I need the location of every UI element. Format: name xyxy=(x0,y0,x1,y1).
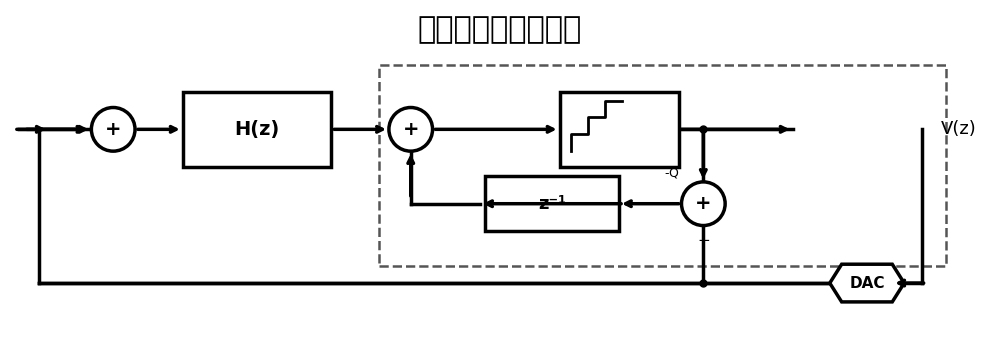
Text: +: + xyxy=(402,120,419,139)
Text: +: + xyxy=(105,120,121,139)
Text: -Q: -Q xyxy=(665,167,680,180)
FancyBboxPatch shape xyxy=(560,92,679,167)
Text: H(z): H(z) xyxy=(234,120,280,139)
Circle shape xyxy=(682,182,725,225)
Text: z⁻¹: z⁻¹ xyxy=(538,195,566,213)
Circle shape xyxy=(389,107,433,151)
Polygon shape xyxy=(830,264,904,302)
Text: −: − xyxy=(697,234,710,248)
FancyBboxPatch shape xyxy=(485,176,619,232)
Text: 带噪声整形的量化器: 带噪声整形的量化器 xyxy=(418,16,582,45)
Text: DAC: DAC xyxy=(849,276,885,291)
Text: V(z): V(z) xyxy=(941,120,977,138)
Circle shape xyxy=(91,107,135,151)
FancyBboxPatch shape xyxy=(183,92,331,167)
Text: +: + xyxy=(695,194,712,213)
